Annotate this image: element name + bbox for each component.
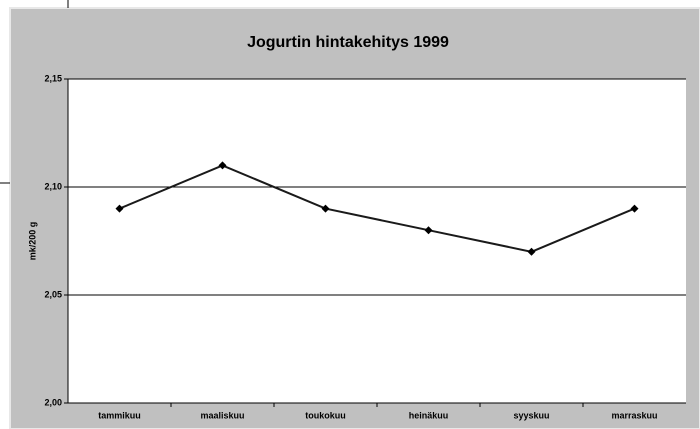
marker [115,204,124,213]
x-tick-label: marraskuu [611,410,657,420]
x-tick-label: tammikuu [98,410,141,420]
marker [527,247,536,256]
x-tick-label: syyskuu [513,410,549,420]
y-axis-label: mk/200 g [27,222,37,261]
y-tick-label: 2,00 [44,397,62,407]
y-tick-label: 2,05 [44,289,62,299]
marker [424,226,433,235]
x-tick-label: heinäkuu [409,410,449,420]
marker [321,204,330,213]
plot-area [68,79,686,403]
x-tick-label: toukokuu [305,410,346,420]
chart-title: Jogurtin hintakehitys 1999 [247,34,449,51]
y-tick-label: 2,10 [44,181,62,191]
y-tick-label: 2,15 [44,73,62,83]
x-tick-label: maaliskuu [200,410,244,420]
line-series [119,164,635,253]
marker [630,204,639,213]
marker [218,161,227,170]
